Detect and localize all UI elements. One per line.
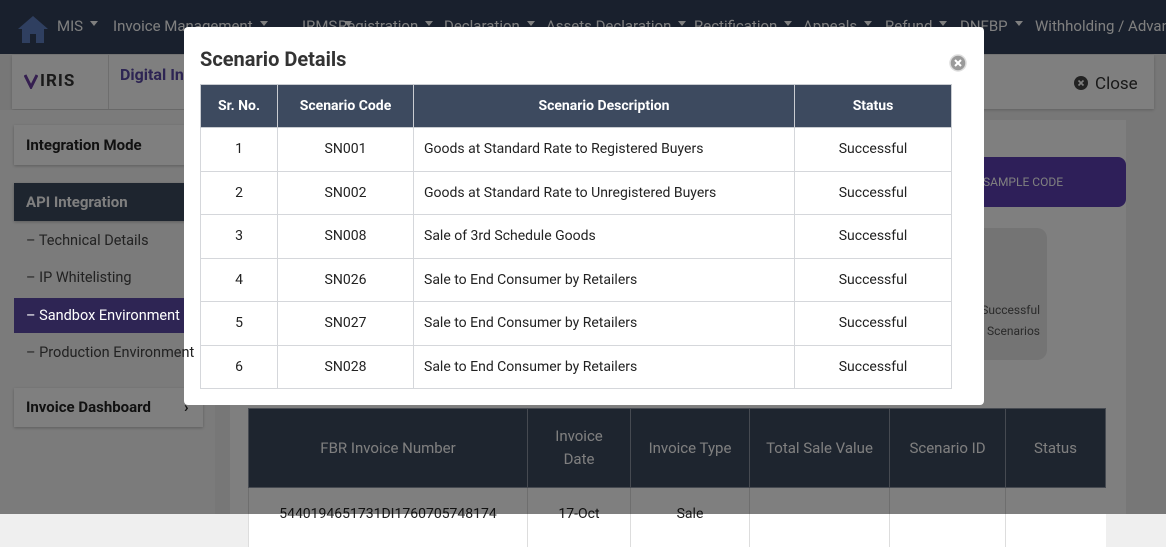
column-header: Scenario Description <box>414 85 795 128</box>
sidebar-item[interactable]: – Sandbox Environment <box>26 307 180 324</box>
table-cell: SN028 <box>278 345 414 389</box>
table-cell: Successful <box>795 302 952 346</box>
table-cell: 2 <box>201 171 278 215</box>
column-header: Scenario Code <box>278 85 414 128</box>
sidebar-item[interactable]: – Production Environment <box>26 344 194 361</box>
table-cell: Successful <box>795 258 952 302</box>
table-cell: 4 <box>201 258 278 302</box>
sidebar-item-label: IP Whitelisting <box>39 269 131 286</box>
sidebar-item[interactable]: – Technical Details <box>26 232 149 249</box>
table-cell: Goods at Standard Rate to Registered Buy… <box>414 128 795 172</box>
table-cell: Successful <box>795 128 952 172</box>
table-cell: Sale to End Consumer by Retailers <box>414 258 795 302</box>
sidebar-item-label: Sandbox Environment <box>39 307 180 324</box>
modal-close[interactable] <box>949 54 967 72</box>
sidebar-item[interactable]: – IP Whitelisting <box>26 269 132 286</box>
table-cell: Successful <box>795 345 952 389</box>
table-cell: 3 <box>201 215 278 259</box>
table-cell: SN026 <box>278 258 414 302</box>
table-cell: Sale of 3rd Schedule Goods <box>414 215 795 259</box>
table-cell: Goods at Standard Rate to Unregistered B… <box>414 171 795 215</box>
table-cell: SN008 <box>278 215 414 259</box>
column-header: Sr. No. <box>201 85 278 128</box>
modal-title: Scenario Details <box>200 47 346 71</box>
table-cell: 1 <box>201 128 278 172</box>
page: MISInvoice ManagementIRMSRegistrationDec… <box>0 0 1166 514</box>
table-cell: Sale to End Consumer by Retailers <box>414 345 795 389</box>
table-cell: Sale to End Consumer by Retailers <box>414 302 795 346</box>
table-cell: 6 <box>201 345 278 389</box>
table-cell: SN002 <box>278 171 414 215</box>
table-cell: Successful <box>795 215 952 259</box>
table-cell: SN027 <box>278 302 414 346</box>
table-cell: SN001 <box>278 128 414 172</box>
sidebar-item-label: Technical Details <box>39 232 149 249</box>
table-cell: Successful <box>795 171 952 215</box>
table-cell: 5 <box>201 302 278 346</box>
sidebar-item-label: Production Environment <box>39 344 194 361</box>
column-header: Status <box>795 85 952 128</box>
